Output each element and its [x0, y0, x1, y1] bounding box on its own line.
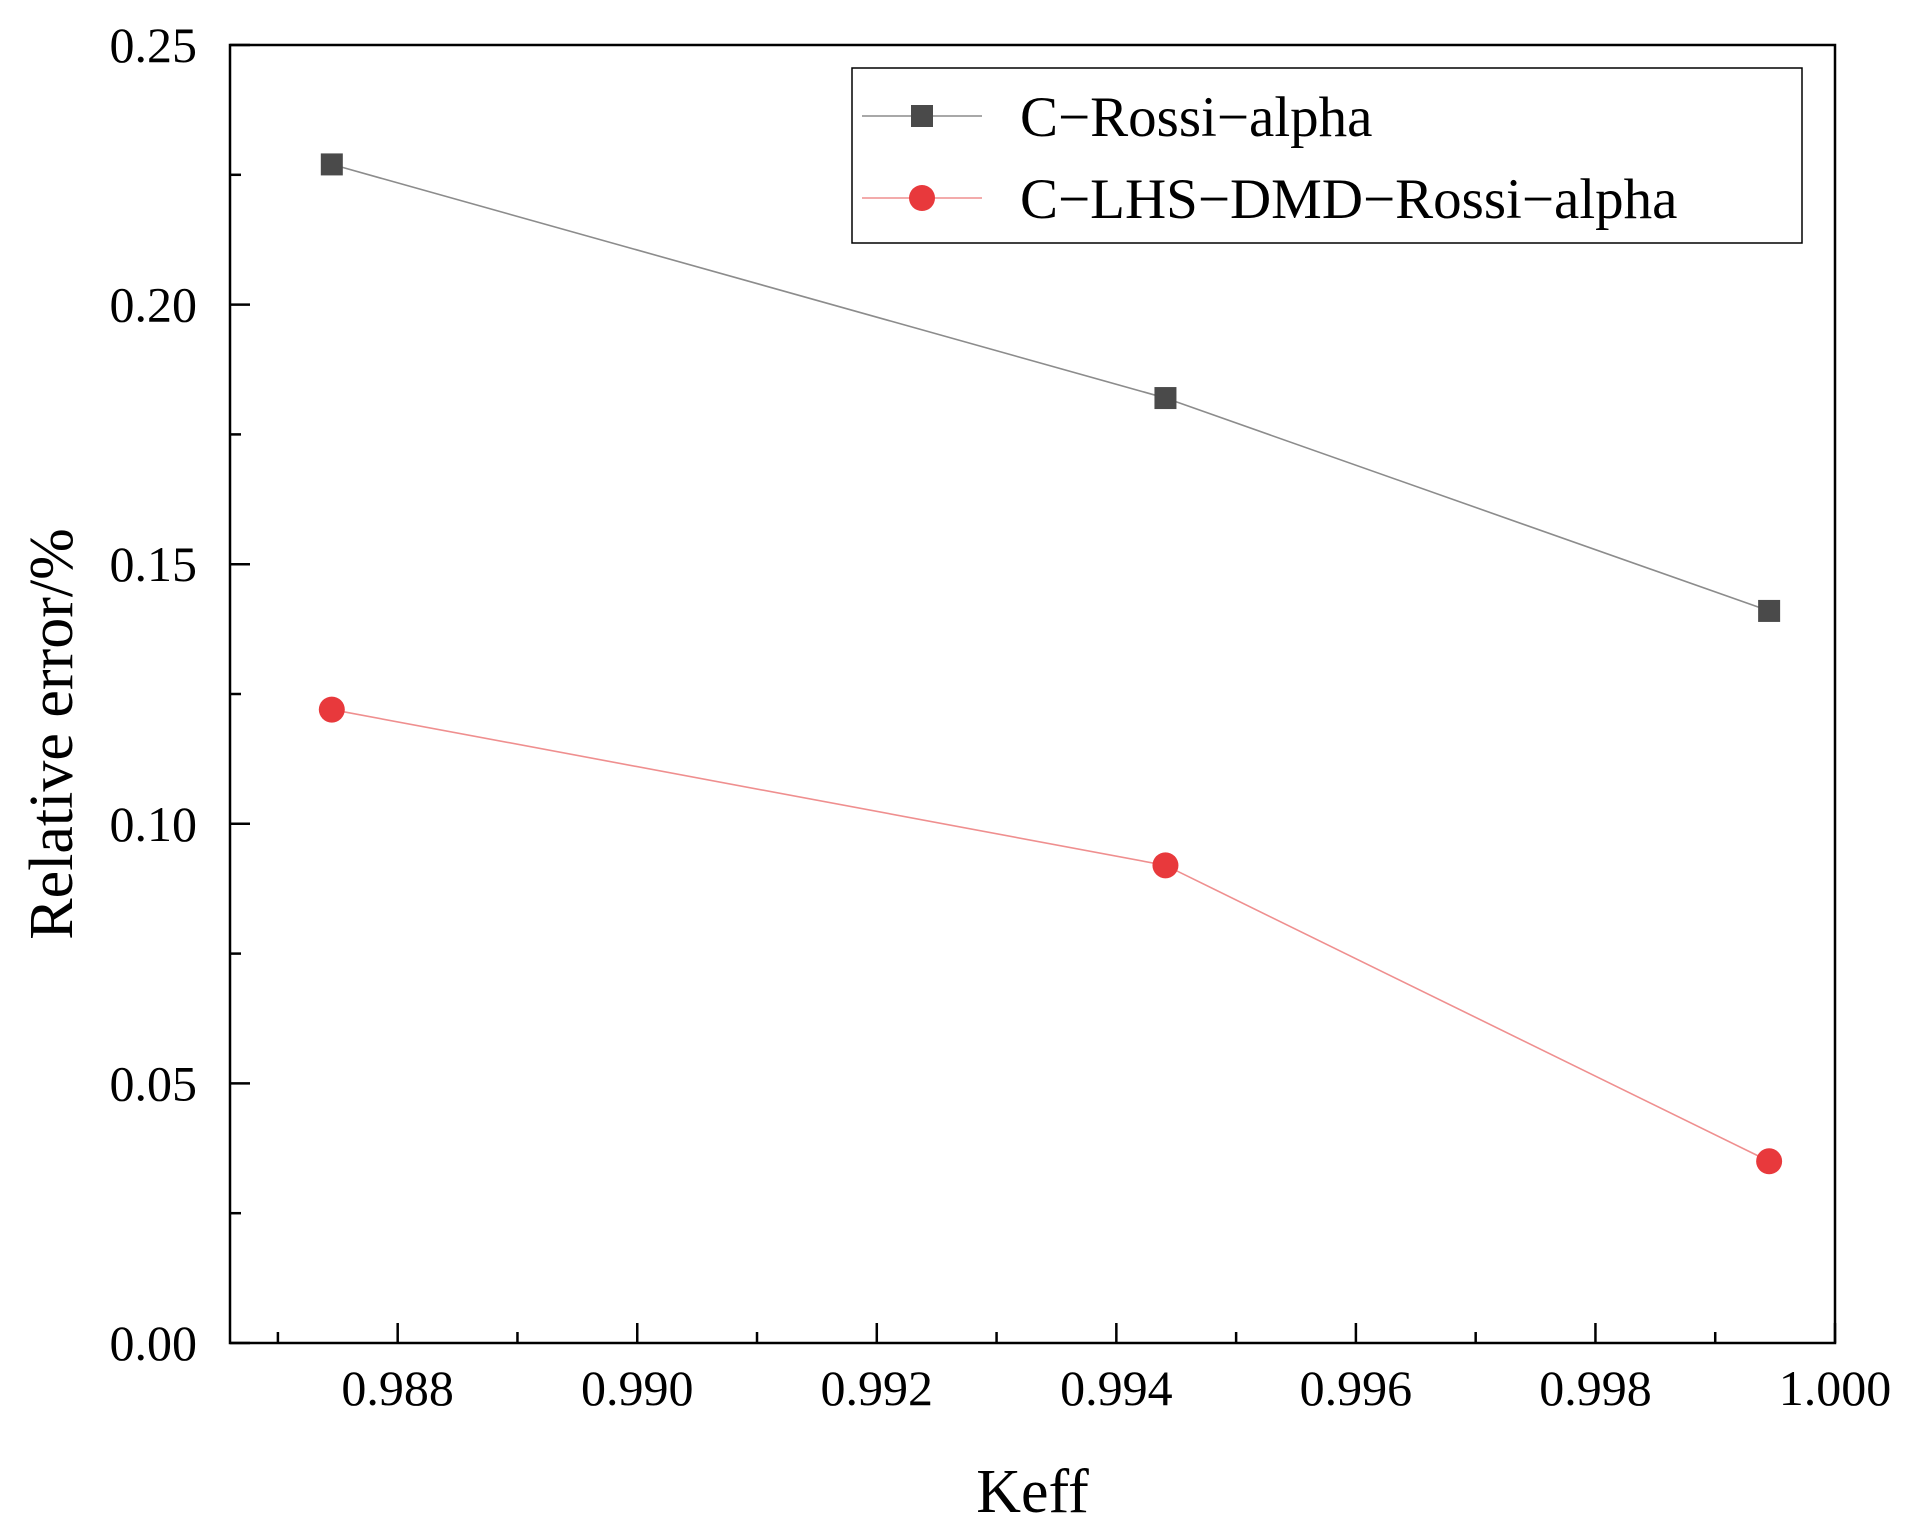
data-point [1758, 599, 1781, 622]
legend-marker [909, 185, 935, 211]
legend-item: C−Rossi−alpha [862, 86, 1372, 149]
legend-box [851, 67, 1803, 244]
data-point [320, 153, 343, 176]
legend-marker [911, 105, 933, 127]
series-group [318, 153, 1783, 1175]
y-axis-title: Relative error/% [18, 528, 86, 939]
y-tick-label: 0.00 [110, 1315, 198, 1371]
data-point [1152, 852, 1179, 879]
data-point [1756, 1148, 1783, 1175]
y-tick-label: 0.10 [110, 796, 198, 852]
x-axis-title: Keff [976, 1458, 1089, 1526]
y-tick-label: 0.05 [110, 1055, 198, 1111]
legend-item: C−LHS−DMD−Rossi−alpha [862, 168, 1677, 231]
x-tick-label: 0.992 [821, 1360, 934, 1416]
x-tick-label: 0.998 [1539, 1360, 1652, 1416]
series-2 [318, 696, 1783, 1175]
x-tick-label: 0.994 [1060, 1360, 1173, 1416]
axes: 0.988 0.990 0.992 0.994 0.996 0.998 1.000 0.00 0… [110, 17, 1892, 1416]
legend: C−Rossi−alpha C−LHS−DMD−Rossi−alpha [851, 67, 1803, 244]
x-tick-label: 0.996 [1300, 1360, 1413, 1416]
y-tick-label: 0.20 [110, 277, 198, 333]
x-tick-label: 1.000 [1779, 1360, 1892, 1416]
series-1 [320, 153, 1781, 622]
y-tick-label: 0.25 [110, 17, 198, 73]
data-point [1154, 387, 1177, 410]
data-point [318, 696, 345, 723]
x-tick-label: 0.988 [341, 1360, 454, 1416]
legend-label: C−LHS−DMD−Rossi−alpha [1020, 168, 1677, 231]
x-tick-label: 0.990 [581, 1360, 694, 1416]
legend-label: C−Rossi−alpha [1020, 86, 1372, 149]
y-tick-label: 0.15 [110, 536, 198, 592]
